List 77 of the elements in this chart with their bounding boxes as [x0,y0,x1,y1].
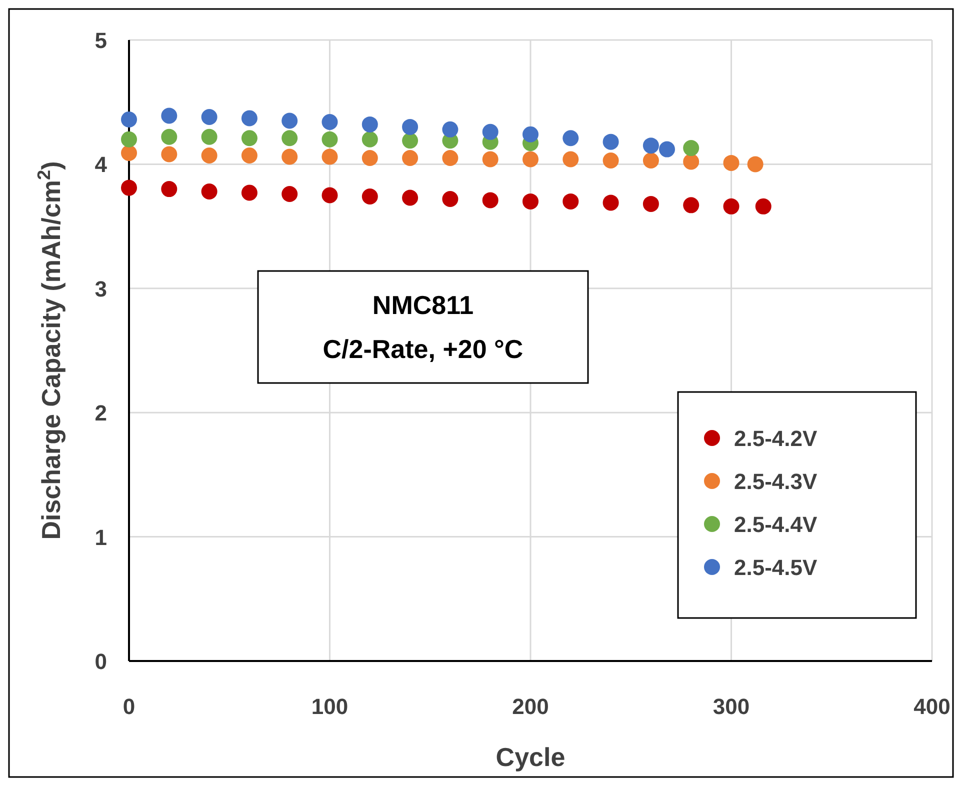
point [522,126,538,142]
point [161,181,178,198]
annotation: C/2-Rate, +20 °C [322,334,524,364]
x-tick-label: 0 [122,694,136,719]
annotation: NMC811 [372,290,474,320]
point [322,148,338,165]
point [642,196,659,212]
point [282,130,298,146]
point [747,156,764,172]
point [201,184,218,200]
point [723,154,740,171]
point [482,151,498,168]
point [402,118,418,135]
legend-label: 2.5-4.3V [734,469,818,494]
point [322,114,338,130]
point [402,132,418,149]
y-tick-label: 4 [94,152,108,178]
point [282,112,298,129]
point [121,111,137,128]
y-tick-label: 2 [94,400,107,426]
point [201,128,218,145]
point [362,188,378,204]
point [201,148,218,164]
text-box: NMC811 C/2-Rate, +20 °C [257,270,589,384]
point [282,186,298,202]
point [442,121,458,138]
point [201,109,218,126]
point [322,131,338,148]
point [161,146,178,162]
x-tick-label: 200 [512,694,549,719]
point [241,184,258,201]
x-tick-label: 300 [712,694,750,719]
point [659,141,676,158]
point [642,152,659,168]
x-tick-label: 100 [311,694,348,719]
point [562,151,579,168]
point [642,138,659,154]
point [121,131,137,148]
point [282,148,298,165]
legend-label: 2.5-4.2V [734,426,818,451]
point [161,108,178,124]
point [755,198,772,214]
y-tick-label: 3 [94,276,107,302]
point [602,152,619,168]
point [241,130,258,146]
point [362,150,378,166]
point [723,198,740,214]
point [562,193,579,210]
point [241,148,258,164]
point [362,116,378,132]
point [602,194,619,211]
legend-label: 2.5-4.5V [734,555,818,580]
point [482,124,498,140]
point [602,134,619,150]
point [683,154,700,170]
y-tick-label: 0 [94,649,107,674]
point [402,150,418,166]
point [522,193,538,210]
point [241,110,258,126]
point [683,197,700,214]
y-tick-label: 1 [94,524,107,550]
point [362,131,378,148]
point [522,151,538,168]
point [442,190,458,207]
y-tick-label: 5 [94,28,107,53]
point [482,192,498,208]
point [402,190,418,206]
point [322,187,338,204]
point [442,150,458,166]
legend-label: 2.5-4.4V [734,512,818,537]
x-axis-title: Cycle [496,742,566,772]
x-tick-label: 400 [914,694,950,719]
point [683,140,700,156]
point [161,128,178,145]
point [121,145,137,162]
point [121,180,137,196]
point [562,130,579,146]
